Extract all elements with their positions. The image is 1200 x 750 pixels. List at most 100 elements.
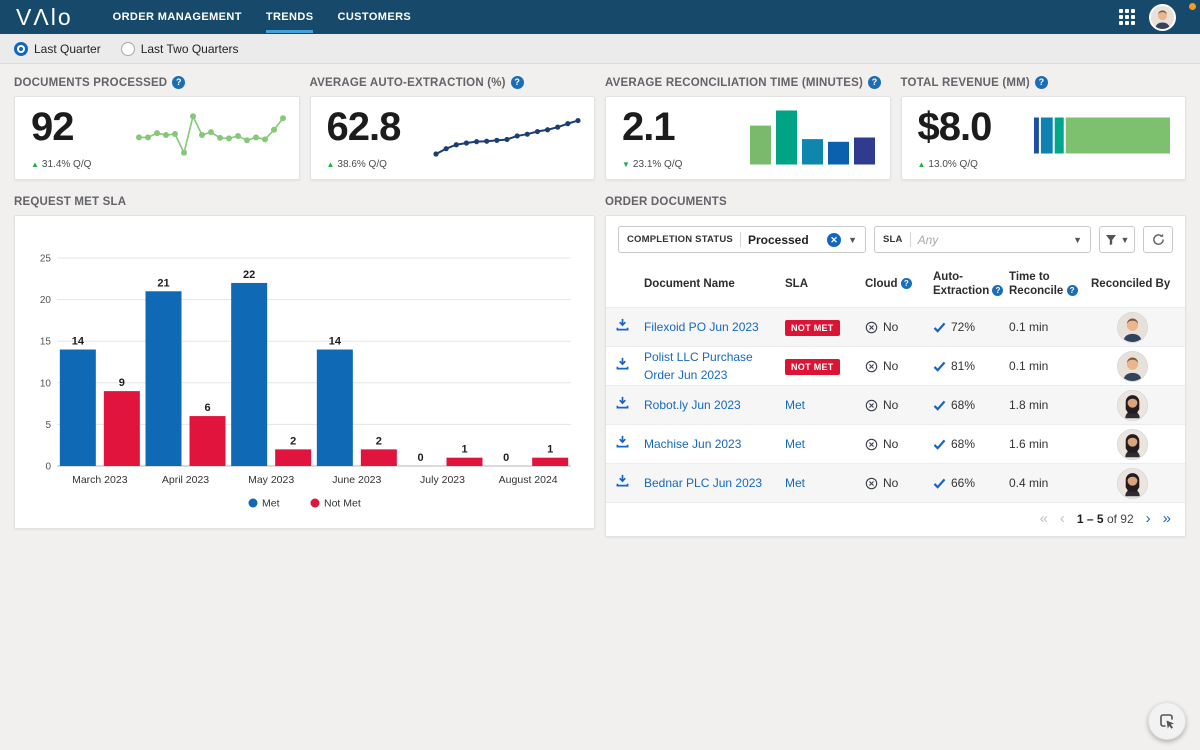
kpi-title: AVERAGE AUTO-EXTRACTION (%)?	[310, 76, 596, 89]
svg-text:0: 0	[45, 462, 51, 473]
column-header: Auto-Extraction ?	[933, 270, 1009, 299]
help-icon[interactable]: ?	[992, 285, 1003, 296]
column-header: SLA	[785, 277, 865, 291]
documents-sparkline-chart	[135, 107, 287, 170]
svg-text:0: 0	[417, 452, 423, 464]
table-row: Robot.ly Jun 2023MetNo68%1.8 min	[606, 385, 1185, 424]
nav-item-order-management[interactable]: ORDER MANAGEMENT	[101, 0, 254, 34]
check-icon	[933, 439, 946, 450]
reconciler-avatar[interactable]	[1117, 468, 1148, 499]
extraction-value: 81%	[951, 359, 975, 373]
person-photo	[1118, 430, 1147, 459]
sla-filter-dropdown[interactable]: SLA Any ▼	[874, 226, 1091, 253]
download-icon[interactable]	[616, 396, 629, 409]
person-photo	[1118, 352, 1147, 381]
svg-text:5: 5	[45, 420, 51, 431]
help-icon[interactable]: ?	[901, 278, 912, 289]
kpi-change: ▼23.1% Q/Q	[622, 159, 682, 170]
kpi-total-revenue: TOTAL REVENUE (MM)? $8.0 ▲13.0% Q/Q	[901, 76, 1187, 180]
reconciler-avatar[interactable]	[1117, 312, 1148, 343]
app-grid-icon[interactable]	[1119, 9, 1135, 25]
last-page-icon[interactable]: »	[1163, 511, 1171, 526]
help-icon[interactable]: ?	[1067, 285, 1078, 296]
reconciler-avatar[interactable]	[1117, 351, 1148, 382]
first-page-icon[interactable]: «	[1040, 511, 1048, 526]
notification-dot	[1189, 3, 1196, 10]
reconciler-avatar[interactable]	[1117, 390, 1148, 421]
clear-filter-icon[interactable]: ✕	[827, 233, 841, 247]
panel-title: REQUEST MET SLA	[14, 196, 595, 208]
pagination-text: 1 – 5 of 92	[1077, 512, 1134, 526]
document-link[interactable]: Polist LLC Purchase Order Jun 2023	[644, 350, 753, 382]
document-link[interactable]: Filexoid PO Jun 2023	[644, 320, 759, 334]
time-to-reconcile-value: 1.6 min	[1009, 437, 1048, 451]
extraction-value: 66%	[951, 476, 975, 490]
download-icon[interactable]	[616, 474, 629, 487]
time-to-reconcile-value: 0.1 min	[1009, 359, 1048, 373]
dropdown-label: COMPLETION STATUS	[627, 234, 733, 245]
help-icon[interactable]: ?	[511, 76, 524, 89]
next-page-icon[interactable]: ›	[1146, 511, 1151, 526]
kpi-title-text: DOCUMENTS PROCESSED	[14, 77, 167, 89]
divider	[910, 232, 911, 247]
svg-text:June 2023: June 2023	[332, 474, 381, 486]
sla-grouped-bar-chart: 0510152025149March 2023216April 2023222M…	[23, 222, 586, 525]
kpi-auto-extraction: AVERAGE AUTO-EXTRACTION (%)? 62.8 ▲38.6%…	[310, 76, 596, 180]
check-icon	[933, 400, 946, 411]
column-header: Document Name	[644, 277, 785, 291]
kpi-change: ▲13.0% Q/Q	[918, 159, 978, 170]
divider	[740, 232, 741, 247]
help-icon[interactable]: ?	[172, 76, 185, 89]
person-photo	[1118, 469, 1147, 498]
sla-status: Met	[785, 476, 805, 490]
dashboard-content: DOCUMENTS PROCESSED? 9 2 ▲31.4% Q/Q AVERA…	[0, 64, 1200, 549]
kpi-title: DOCUMENTS PROCESSED?	[14, 76, 300, 89]
svg-text:9: 9	[119, 377, 125, 389]
radio-last-two-quarters[interactable]: Last Two Quarters	[121, 42, 239, 56]
order-documents-card: COMPLETION STATUS Processed ✕ ▼ SLA Any …	[605, 215, 1186, 537]
refresh-icon	[1152, 233, 1165, 246]
radio-last-quarter[interactable]: Last Quarter	[14, 42, 101, 56]
nav-item-customers[interactable]: CUSTOMERS	[325, 0, 423, 34]
sla-chart-card: 0510152025149March 2023216April 2023222M…	[14, 215, 595, 529]
reconciler-avatar[interactable]	[1117, 429, 1148, 460]
nav-item-trends[interactable]: TRENDS	[254, 0, 326, 34]
user-avatar[interactable]	[1149, 4, 1176, 31]
svg-text:1: 1	[461, 444, 467, 456]
check-icon	[933, 322, 946, 333]
dropdown-value: Processed	[748, 233, 809, 247]
kpi-value: 2.1	[622, 105, 675, 150]
svg-text:April 2023: April 2023	[162, 474, 209, 486]
table-row: Polist LLC Purchase Order Jun 2023NOT ME…	[606, 346, 1185, 385]
filter-menu-button[interactable]: ▼	[1099, 226, 1135, 253]
prev-page-icon[interactable]: ‹	[1060, 511, 1065, 526]
help-icon[interactable]: ?	[1035, 76, 1048, 89]
chevron-down-icon: ▼	[848, 235, 857, 245]
revenue-stacked-bar-chart	[1033, 116, 1173, 161]
svg-text:14: 14	[72, 336, 85, 348]
svg-text:Not Met: Not Met	[324, 498, 361, 510]
trend-up-icon: ▲	[327, 161, 335, 169]
column-header: Cloud ?	[865, 277, 933, 291]
person-photo	[1151, 6, 1174, 29]
app-logo: VΛlo	[16, 2, 73, 32]
document-link[interactable]: Robot.ly Jun 2023	[644, 398, 741, 412]
download-icon[interactable]	[616, 318, 629, 331]
download-icon[interactable]	[616, 435, 629, 448]
svg-text:6: 6	[204, 402, 210, 414]
svg-text:0: 0	[503, 452, 509, 464]
pointer-mode-button[interactable]	[1148, 702, 1186, 740]
kpi-change: ▲31.4% Q/Q	[31, 159, 91, 170]
document-link[interactable]: Bednar PLC Jun 2023	[644, 476, 762, 490]
completion-status-dropdown[interactable]: COMPLETION STATUS Processed ✕ ▼	[618, 226, 866, 253]
cloud-value: No	[883, 359, 898, 373]
table-row: Bednar PLC Jun 2023MetNo66%0.4 min	[606, 463, 1185, 502]
help-icon[interactable]: ?	[868, 76, 881, 89]
extraction-value: 72%	[951, 320, 975, 334]
download-icon[interactable]	[616, 357, 629, 370]
refresh-button[interactable]	[1143, 226, 1173, 253]
navbar-right	[1119, 4, 1190, 31]
document-link[interactable]: Machise Jun 2023	[644, 437, 741, 451]
svg-text:2: 2	[290, 435, 296, 447]
person-photo	[1118, 391, 1147, 420]
